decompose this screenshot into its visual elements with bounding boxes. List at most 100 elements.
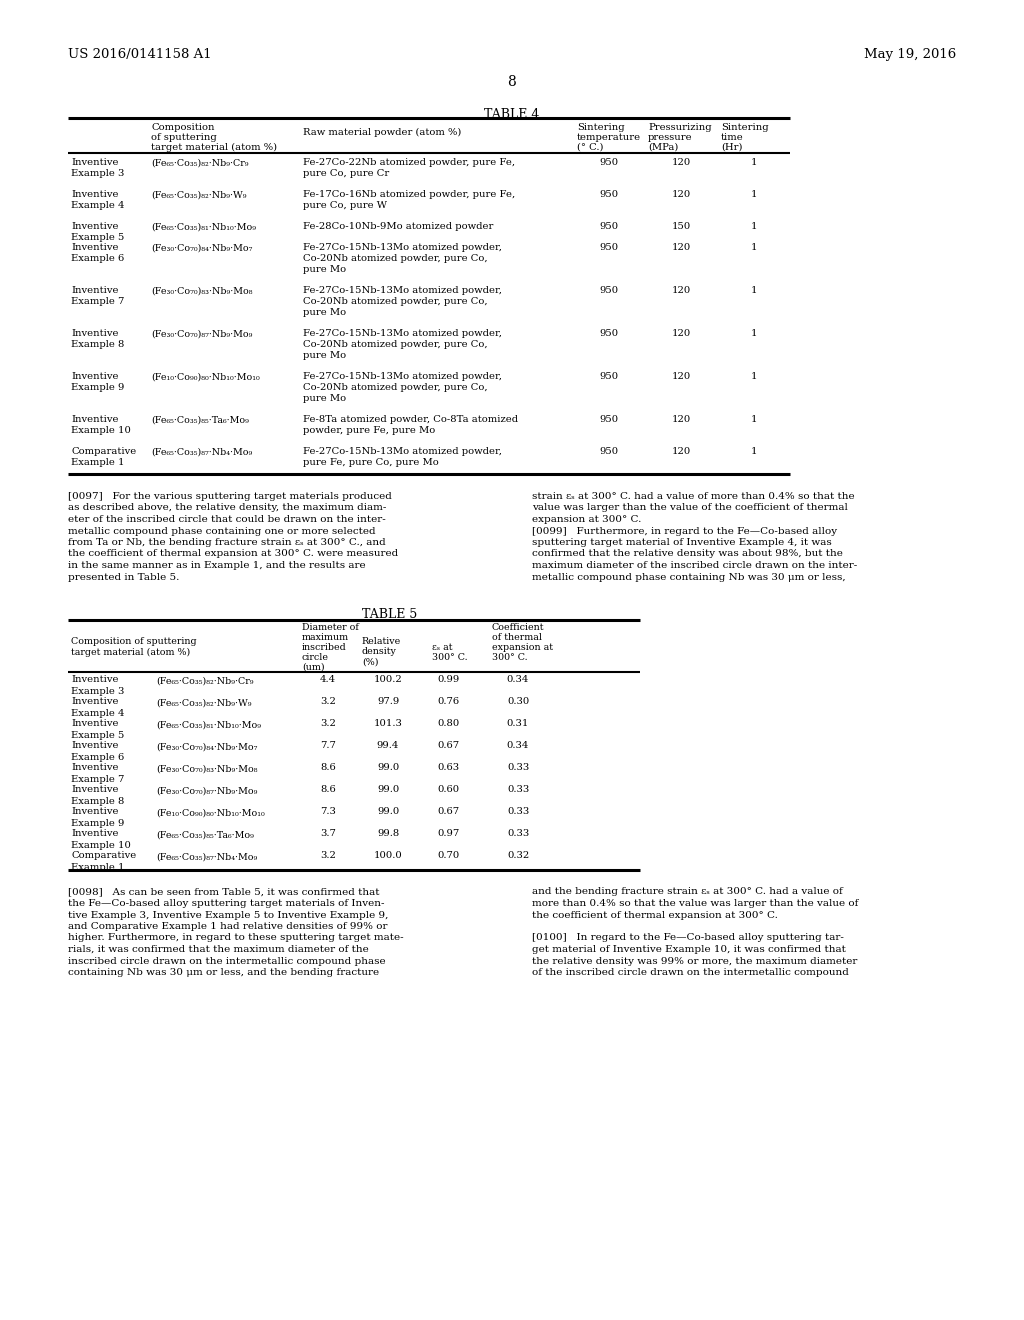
Text: Example 8: Example 8 [71,341,124,348]
Text: pure Mo: pure Mo [303,265,346,275]
Text: Fe-27Co-15Nb-13Mo atomized powder,: Fe-27Co-15Nb-13Mo atomized powder, [303,243,502,252]
Text: [0097]   For the various sputtering target materials produced: [0097] For the various sputtering target… [68,492,392,502]
Text: (Fe₆₅·Co₃₅)₈₇·Nb₄·Mo₉: (Fe₆₅·Co₃₅)₈₇·Nb₄·Mo₉ [151,447,252,457]
Text: 1: 1 [751,158,758,168]
Text: pressure: pressure [648,133,692,143]
Text: 0.76: 0.76 [437,697,459,706]
Text: Co-20Nb atomized powder, pure Co,: Co-20Nb atomized powder, pure Co, [303,341,487,348]
Text: 1: 1 [751,222,758,231]
Text: Fe-28Co-10Nb-9Mo atomized powder: Fe-28Co-10Nb-9Mo atomized powder [303,222,494,231]
Text: 950: 950 [599,222,618,231]
Text: (Fe₆₅·Co₃₅)₈₂·Nb₉·W₉: (Fe₆₅·Co₃₅)₈₂·Nb₉·W₉ [156,698,252,708]
Text: pure Co, pure Cr: pure Co, pure Cr [303,169,389,178]
Text: Inventive: Inventive [71,763,119,772]
Text: 0.33: 0.33 [507,829,529,838]
Text: 150: 150 [672,222,690,231]
Text: 1: 1 [751,286,758,294]
Text: 1: 1 [751,447,758,455]
Text: Example 1: Example 1 [71,862,125,871]
Text: 8.6: 8.6 [321,763,336,772]
Text: of thermal: of thermal [492,632,542,642]
Text: 8.6: 8.6 [321,785,336,795]
Text: 101.3: 101.3 [374,719,402,729]
Text: Example 6: Example 6 [71,253,124,263]
Text: Fe-27Co-15Nb-13Mo atomized powder,: Fe-27Co-15Nb-13Mo atomized powder, [303,447,502,455]
Text: (Fe₆₅·Co₃₅)₈₂·Nb₉·W₉: (Fe₆₅·Co₃₅)₈₂·Nb₉·W₉ [151,191,247,201]
Text: Inventive: Inventive [71,222,119,231]
Text: 0.33: 0.33 [507,785,529,795]
Text: (Fe₃₀·Co₇₀)₈₃·Nb₉·Mo₈: (Fe₃₀·Co₇₀)₈₃·Nb₉·Mo₈ [156,764,257,774]
Text: Example 3: Example 3 [71,169,124,178]
Text: 120: 120 [672,447,690,455]
Text: metallic compound phase containing Nb was 30 μm or less,: metallic compound phase containing Nb wa… [532,573,846,582]
Text: Coefficient: Coefficient [492,623,545,631]
Text: Diameter of: Diameter of [302,623,358,631]
Text: [0100]   In regard to the Fe—Co-based alloy sputtering tar-: [0100] In regard to the Fe—Co-based allo… [532,933,844,942]
Text: and the bending fracture strain εₛ at 300° C. had a value of: and the bending fracture strain εₛ at 30… [532,887,843,896]
Text: target material (atom %): target material (atom %) [71,648,190,656]
Text: (Fe₃₀·Co₇₀)₈₄·Nb₉·Mo₇: (Fe₃₀·Co₇₀)₈₄·Nb₉·Mo₇ [151,244,252,253]
Text: inscribed circle drawn on the intermetallic compound phase: inscribed circle drawn on the intermetal… [68,957,386,965]
Text: 3.2: 3.2 [321,719,336,729]
Text: pure Mo: pure Mo [303,308,346,317]
Text: Example 5: Example 5 [71,234,124,242]
Text: (%): (%) [362,657,379,667]
Text: 4.4: 4.4 [319,676,336,685]
Text: Example 7: Example 7 [71,297,124,306]
Text: 950: 950 [599,414,618,424]
Text: Co-20Nb atomized powder, pure Co,: Co-20Nb atomized powder, pure Co, [303,297,487,306]
Text: Inventive: Inventive [71,808,119,817]
Text: Example 10: Example 10 [71,426,131,436]
Text: 0.31: 0.31 [507,719,529,729]
Text: 120: 120 [672,329,690,338]
Text: time: time [721,133,743,143]
Text: expansion at: expansion at [492,643,553,652]
Text: 120: 120 [672,190,690,199]
Text: [0098]   As can be seen from Table 5, it was confirmed that: [0098] As can be seen from Table 5, it w… [68,887,380,896]
Text: 120: 120 [672,414,690,424]
Text: (Fe₆₅·Co₃₅)₈₁·Nb₁₀·Mo₉: (Fe₆₅·Co₃₅)₈₁·Nb₁₀·Mo₉ [151,223,256,232]
Text: 0.80: 0.80 [437,719,459,729]
Text: Fe-27Co-22Nb atomized powder, pure Fe,: Fe-27Co-22Nb atomized powder, pure Fe, [303,158,515,168]
Text: Fe-17Co-16Nb atomized powder, pure Fe,: Fe-17Co-16Nb atomized powder, pure Fe, [303,190,515,199]
Text: Example 9: Example 9 [71,818,124,828]
Text: Example 4: Example 4 [71,201,125,210]
Text: 0.67: 0.67 [437,808,459,817]
Text: of sputtering: of sputtering [151,133,217,143]
Text: 0.30: 0.30 [507,697,529,706]
Text: the Fe—Co-based alloy sputtering target materials of Inven-: the Fe—Co-based alloy sputtering target … [68,899,384,908]
Text: (Fe₆₅·Co₃₅)₈₇·Nb₄·Mo₉: (Fe₆₅·Co₃₅)₈₇·Nb₄·Mo₉ [156,853,257,862]
Text: (Hr): (Hr) [721,143,742,152]
Text: (Fe₆₅·Co₃₅)₈₂·Nb₉·Cr₉: (Fe₆₅·Co₃₅)₈₂·Nb₉·Cr₉ [151,158,249,168]
Text: more than 0.4% so that the value was larger than the value of: more than 0.4% so that the value was lar… [532,899,858,908]
Text: (Fe₃₀·Co₇₀)₈₇·Nb₉·Mo₉: (Fe₃₀·Co₇₀)₈₇·Nb₉·Mo₉ [151,330,252,339]
Text: Inventive: Inventive [71,414,119,424]
Text: target material (atom %): target material (atom %) [151,143,278,152]
Text: 1: 1 [751,190,758,199]
Text: pure Mo: pure Mo [303,393,346,403]
Text: from Ta or Nb, the bending fracture strain εₛ at 300° C., and: from Ta or Nb, the bending fracture stra… [68,539,386,546]
Text: value was larger than the value of the coefficient of thermal: value was larger than the value of the c… [532,503,848,512]
Text: 120: 120 [672,286,690,294]
Text: Sintering: Sintering [577,123,625,132]
Text: (um): (um) [302,663,325,672]
Text: maximum: maximum [302,632,349,642]
Text: Inventive: Inventive [71,785,119,795]
Text: (Fe₁₀·Co₉₀)₈₀·Nb₁₀·Mo₁₀: (Fe₁₀·Co₉₀)₈₀·Nb₁₀·Mo₁₀ [156,808,265,817]
Text: 0.63: 0.63 [437,763,459,772]
Text: 0.97: 0.97 [437,829,459,838]
Text: 950: 950 [599,190,618,199]
Text: TABLE 4: TABLE 4 [484,108,540,121]
Text: higher. Furthermore, in regard to these sputtering target mate-: higher. Furthermore, in regard to these … [68,933,403,942]
Text: circle: circle [302,652,329,661]
Text: Example 5: Example 5 [71,730,124,739]
Text: pure Fe, pure Co, pure Mo: pure Fe, pure Co, pure Mo [303,458,438,467]
Text: as described above, the relative density, the maximum diam-: as described above, the relative density… [68,503,386,512]
Text: Fe-27Co-15Nb-13Mo atomized powder,: Fe-27Co-15Nb-13Mo atomized powder, [303,286,502,294]
Text: (Fe₃₀·Co₇₀)₈₇·Nb₉·Mo₉: (Fe₃₀·Co₇₀)₈₇·Nb₉·Mo₉ [156,787,257,796]
Text: Relative: Relative [362,638,401,647]
Text: Example 1: Example 1 [71,458,125,467]
Text: inscribed: inscribed [302,643,347,652]
Text: 0.32: 0.32 [507,851,529,861]
Text: TABLE 5: TABLE 5 [362,607,418,620]
